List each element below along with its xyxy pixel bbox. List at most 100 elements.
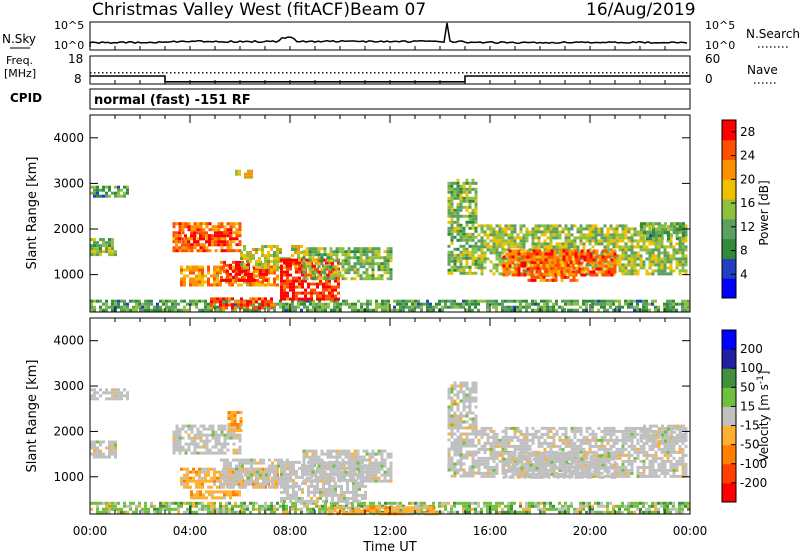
- heatmap-cell: [474, 208, 478, 212]
- heatmap-cell: [495, 230, 499, 234]
- heatmap-cell: [530, 260, 534, 264]
- heatmap-cell: [639, 233, 643, 237]
- heatmap-cell: [132, 305, 135, 309]
- heatmap-cell: [108, 507, 111, 511]
- heatmap-cell: [453, 262, 457, 266]
- heatmap-cell: [399, 308, 402, 312]
- heatmap-cell: [645, 299, 648, 303]
- heatmap-cell: [612, 227, 616, 231]
- heatmap-cell: [183, 268, 186, 272]
- heatmap-cell: [477, 254, 481, 258]
- heatmap-cell: [549, 299, 552, 303]
- heatmap-cell: [447, 299, 450, 303]
- heatmap-cell: [603, 239, 607, 243]
- heatmap-cell: [462, 256, 466, 260]
- heatmap-cell: [510, 239, 514, 243]
- heatmap-cell: [238, 172, 241, 176]
- heatmap-cell: [286, 279, 289, 283]
- heatmap-cell: [332, 461, 336, 465]
- heatmap-cell: [93, 191, 96, 195]
- heatmap-cell: [585, 224, 589, 228]
- heatmap-cell: [471, 223, 475, 227]
- heatmap-cell: [274, 470, 277, 474]
- heatmap-cell: [297, 299, 300, 303]
- heatmap-cell: [301, 481, 304, 485]
- heatmap-cell: [582, 233, 586, 237]
- heatmap-cell: [657, 501, 660, 505]
- heatmap-cell: [117, 188, 120, 192]
- heatmap-cell: [207, 265, 210, 269]
- heatmap-cell: [285, 305, 288, 309]
- heatmap-cell: [214, 249, 218, 253]
- heatmap-cell: [420, 308, 423, 312]
- heatmap-cell: [240, 501, 243, 505]
- heatmap-cell: [555, 248, 559, 252]
- heatmap-cell: [411, 302, 414, 306]
- heatmap-cell: [498, 501, 501, 505]
- heatmap-cell: [534, 233, 538, 237]
- heatmap-cell: [359, 256, 363, 260]
- heatmap-cell: [450, 211, 454, 215]
- heatmap-cell: [264, 507, 267, 511]
- heatmap-cell: [633, 263, 637, 267]
- heatmap-cell: [232, 451, 236, 455]
- heatmap-cell: [285, 257, 288, 260]
- heatmap-cell: [492, 233, 496, 237]
- heatmap-cell: [508, 258, 512, 262]
- heatmap-cell: [465, 250, 469, 254]
- heatmap-cell: [332, 277, 336, 281]
- heatmap-cell: [301, 279, 304, 283]
- heatmap-cell: [456, 193, 460, 197]
- heatmap-cell: [302, 467, 306, 471]
- heatmap-cell: [362, 259, 366, 263]
- heatmap-cell: [276, 277, 279, 281]
- heatmap-cell: [368, 259, 372, 263]
- heatmap-cell: [273, 251, 276, 254]
- heatmap-cell: [181, 243, 184, 247]
- heatmap-cell: [465, 238, 469, 242]
- heatmap-cell: [325, 481, 328, 485]
- heatmap-cell: [498, 245, 502, 249]
- heatmap-cell: [549, 227, 553, 231]
- heatmap-cell: [624, 266, 628, 270]
- heatmap-cell: [309, 299, 312, 303]
- heatmap-cell: [204, 470, 207, 474]
- heatmap-cell: [633, 308, 636, 312]
- heatmap-cell: [261, 470, 264, 474]
- heatmap-cell: [208, 222, 212, 226]
- heatmap-cell: [228, 299, 231, 303]
- heatmap-cell: [377, 256, 381, 260]
- heatmap-cell: [678, 242, 682, 246]
- heatmap-cell: [213, 280, 216, 284]
- heatmap-cell: [564, 501, 567, 505]
- heatmap-cell: [270, 254, 273, 257]
- heatmap-cell: [676, 222, 679, 226]
- heatmap-cell: [171, 501, 174, 505]
- heatmap-cell: [663, 257, 667, 261]
- heatmap-cell: [450, 235, 454, 239]
- heatmap-cell: [567, 308, 570, 312]
- heatmap-cell: [486, 236, 490, 240]
- heatmap-cell: [489, 230, 493, 234]
- heatmap-cell: [471, 253, 475, 257]
- heatmap-cell: [247, 172, 250, 176]
- heatmap-cell: [213, 507, 216, 511]
- heatmap-cell: [108, 194, 111, 198]
- heatmap-cell: [495, 302, 498, 306]
- heatmap-cell: [624, 272, 628, 276]
- heatmap-cell: [135, 308, 138, 312]
- heatmap-cell: [573, 308, 576, 312]
- heatmap-cell: [456, 305, 459, 309]
- heatmap-cell: [276, 485, 279, 489]
- heatmap-cell: [111, 305, 114, 309]
- heatmap-cell: [514, 249, 518, 253]
- heatmap-cell: [465, 232, 469, 236]
- heatmap-cell: [324, 507, 327, 511]
- heatmap-cell: [259, 458, 262, 462]
- heatmap-cell: [305, 253, 309, 257]
- heatmap-cell: [522, 510, 525, 514]
- heatmap-cell: [447, 214, 451, 218]
- heatmap-cell: [474, 190, 478, 194]
- heatmap-cell: [147, 308, 150, 312]
- heatmap-cell: [280, 499, 283, 503]
